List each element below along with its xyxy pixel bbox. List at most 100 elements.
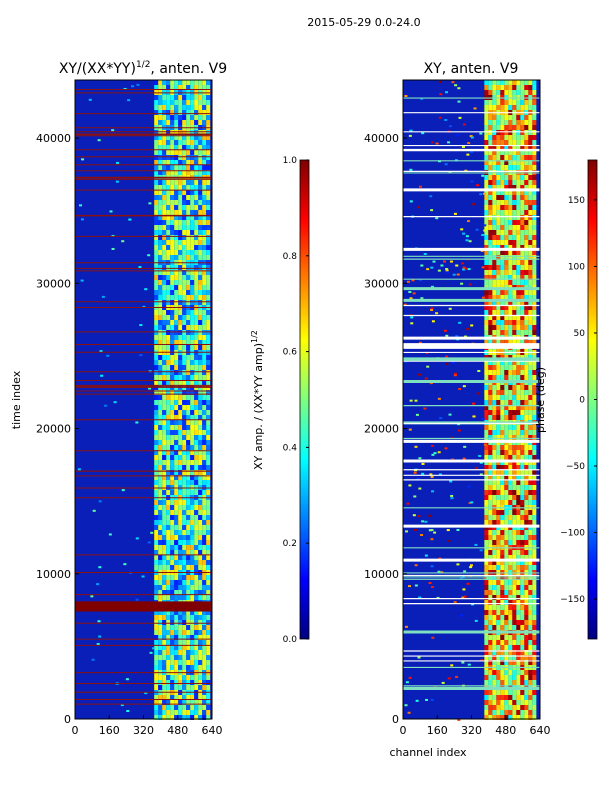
heatmap-cell (508, 135, 513, 140)
heatmap-cell (504, 230, 509, 235)
heatmap-cell (508, 605, 513, 610)
heatmap-speckle (445, 362, 449, 365)
heatmap-cell (528, 670, 533, 675)
heatmap-cell (512, 200, 517, 205)
heatmap-cell (174, 710, 179, 715)
heatmap-cell (182, 270, 187, 275)
heatmap-speckle (113, 401, 117, 404)
heatmap-cell (508, 485, 513, 490)
heatmap-cell (524, 650, 529, 655)
heatmap-cell (516, 295, 521, 300)
heatmap-cell (170, 95, 175, 100)
heatmap-cell (182, 645, 187, 650)
heatmap-speckle (479, 132, 483, 135)
heatmap-cell (524, 565, 529, 570)
heatmap-cell (158, 180, 163, 185)
heatmap-cell (500, 510, 505, 515)
heatmap-cell (162, 145, 167, 150)
heatmap-cell (512, 245, 517, 250)
heatmap-cell (492, 125, 497, 130)
heatmap-cell (186, 170, 191, 175)
heatmap-cell (508, 555, 513, 560)
heatmap-cell (488, 635, 493, 640)
heatmap-cell (170, 425, 175, 430)
heatmap-cell (508, 515, 513, 520)
heatmap-cell (500, 165, 505, 170)
heatmap-cell (520, 210, 525, 215)
heatmap-cell (206, 320, 211, 325)
heatmap-cell (162, 100, 167, 105)
heatmap-cell (202, 235, 207, 240)
heatmap-speckle (142, 305, 146, 308)
heatmap-cell (162, 295, 167, 300)
heatmap-cell (194, 415, 199, 420)
heatmap-cell (500, 415, 505, 420)
heatmap-cell (166, 610, 171, 615)
heatmap-cell (190, 255, 195, 260)
heatmap-speckle (88, 98, 92, 101)
heatmap-cell (186, 85, 191, 90)
heatmap-cell (186, 530, 191, 535)
heatmap-cell (516, 190, 521, 195)
heatmap-cell (496, 255, 501, 260)
heatmap-cell (532, 690, 537, 695)
heatmap-cell (512, 605, 517, 610)
heatmap-cell (162, 105, 167, 110)
heatmap-cell (182, 165, 187, 170)
heatmap-speckle (481, 234, 485, 237)
heatmap-cell (496, 460, 501, 465)
heatmap-cell (532, 515, 537, 520)
heatmap-speckle (468, 240, 472, 243)
heatmap-cell (190, 555, 195, 560)
heatmap-cell (532, 610, 537, 615)
heatmap-cell (158, 700, 163, 705)
heatmap-cell (504, 265, 509, 270)
heatmap-speckle (438, 80, 442, 83)
heatmap-cell (500, 690, 505, 695)
heatmap-cell (488, 105, 493, 110)
heatmap-cell (162, 715, 167, 720)
heatmap-cell (186, 525, 191, 530)
heatmap-cell (516, 635, 521, 640)
heatmap-cell (206, 310, 211, 315)
heatmap-cell (158, 625, 163, 630)
heatmap-cell (512, 655, 517, 660)
heatmap-cell (190, 635, 195, 640)
heatmap-speckle (430, 538, 434, 541)
heatmap-cell (488, 520, 493, 525)
heatmap-cell (484, 265, 489, 270)
heatmap-cell (194, 210, 199, 215)
heatmap-cell (166, 370, 171, 375)
heatmap-cell (202, 420, 207, 425)
heatmap-cell (532, 310, 537, 315)
heatmap-cell (528, 325, 533, 330)
heatmap-cell (492, 215, 497, 220)
heatmap-speckle (476, 392, 480, 395)
heatmap-cell (206, 325, 211, 330)
heatmap-cell (202, 165, 207, 170)
heatmap-speckle (435, 312, 439, 315)
heatmap-cell (182, 580, 187, 585)
heatmap-cell (162, 265, 167, 270)
heatmap-cell (508, 445, 513, 450)
heatmap-cell (158, 430, 163, 435)
heatmap-speckle (460, 282, 464, 285)
heatmap-cell (532, 190, 537, 195)
heatmap-cell (504, 225, 509, 230)
heatmap-cell (194, 365, 199, 370)
heatmap-cell (194, 160, 199, 165)
heatmap-cell (186, 475, 191, 480)
heatmap-speckle (430, 309, 434, 312)
heatmap-cell (154, 300, 159, 305)
heatmap-cell (194, 165, 199, 170)
heatmap-cell (202, 590, 207, 595)
heatmap-cell (528, 185, 533, 190)
heatmap-cell (186, 200, 191, 205)
heatmap-cell (162, 380, 167, 385)
heatmap-cell (158, 390, 163, 395)
heatmap-cell (508, 140, 513, 145)
heatmap-cell (508, 670, 513, 675)
heatmap-cell (194, 295, 199, 300)
heatmap-cell (170, 635, 175, 640)
heatmap-speckle (462, 457, 466, 460)
